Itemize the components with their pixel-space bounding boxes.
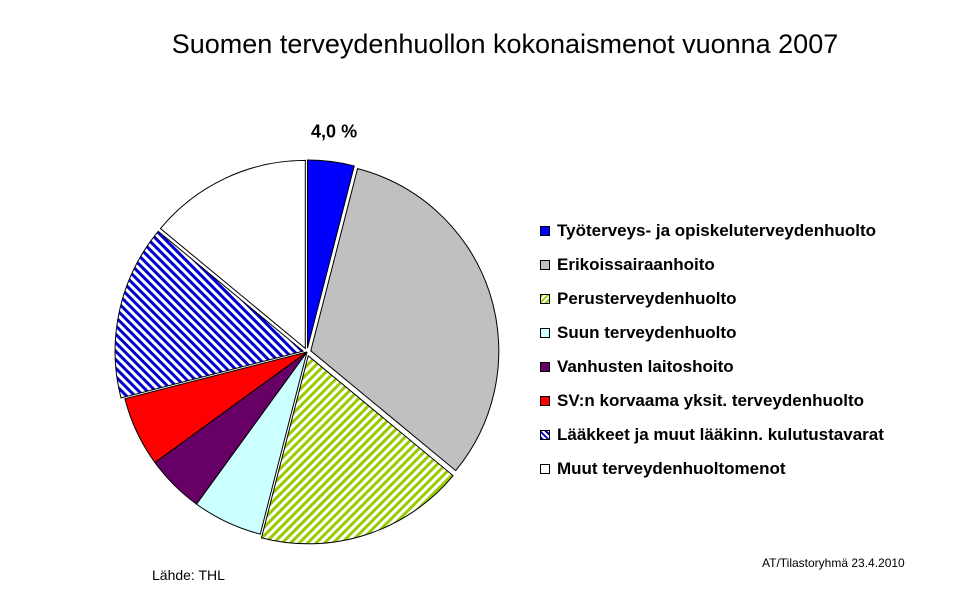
legend-label: Lääkkeet ja muut lääkinn. kulutustavarat — [557, 425, 884, 444]
legend-label: Perusterveydenhuolto — [557, 289, 737, 308]
legend-label: Erikoissairaanhoito — [557, 255, 715, 274]
legend: Työterveys- ja opiskeluterveydenhuolto Er… — [540, 214, 884, 486]
credit-note: AT/Tilastoryhmä 23.4.2010 — [762, 556, 905, 570]
source-note: Lähde: THL — [152, 567, 225, 583]
legend-swatch — [540, 328, 550, 338]
legend-label: SV:n korvaama yksit. terveydenhuolto — [557, 391, 865, 410]
legend-item: Työterveys- ja opiskeluterveydenhuolto — [540, 214, 884, 248]
legend-swatch — [540, 294, 550, 304]
data-label-tyoterveys-ja-opiskeluterveydenhuolto: 4,0 % — [311, 122, 357, 142]
legend-label: Vanhusten laitoshoito — [557, 357, 734, 376]
legend-swatch — [540, 430, 550, 440]
legend-item: Erikoissairaanhoito — [540, 248, 884, 282]
pie-slice-sv-n-korvaama-yksit-terveydenhuolto — [124, 351, 308, 464]
legend-label: Suun terveydenhuolto — [557, 323, 737, 342]
legend-swatch — [540, 260, 550, 270]
pie-slice-laakkeet-ja-muut-laakinn-kulutustavarat — [114, 230, 305, 399]
legend-item: Suun terveydenhuolto — [540, 316, 884, 350]
legend-item: Lääkkeet ja muut lääkinn. kulutustavarat — [540, 418, 884, 452]
pie-slice-muut-terveydenhuoltomenot — [159, 159, 306, 350]
legend-swatch — [540, 396, 550, 406]
legend-item: Perusterveydenhuolto — [540, 282, 884, 316]
pie-slice-perusterveydenhuolto — [260, 354, 454, 545]
pie-slice-tyoterveys-ja-opiskeluterveydenhuolto — [307, 159, 355, 349]
legend-item: Vanhusten laitoshoito — [540, 350, 884, 384]
legend-item: SV:n korvaama yksit. terveydenhuolto — [540, 384, 884, 418]
legend-item: Muut terveydenhuoltomenot — [540, 452, 884, 486]
chart-title: Suomen terveydenhuollon kokonaismenot vu… — [171, 29, 839, 59]
legend-label: Työterveys- ja opiskeluterveydenhuolto — [557, 221, 876, 240]
legend-swatch — [540, 362, 550, 372]
legend-swatch — [540, 464, 550, 474]
legend-swatch — [540, 226, 550, 236]
legend-label: Muut terveydenhuoltomenot — [557, 459, 786, 478]
pie-slice-erikoissairaanhoito — [310, 168, 500, 472]
